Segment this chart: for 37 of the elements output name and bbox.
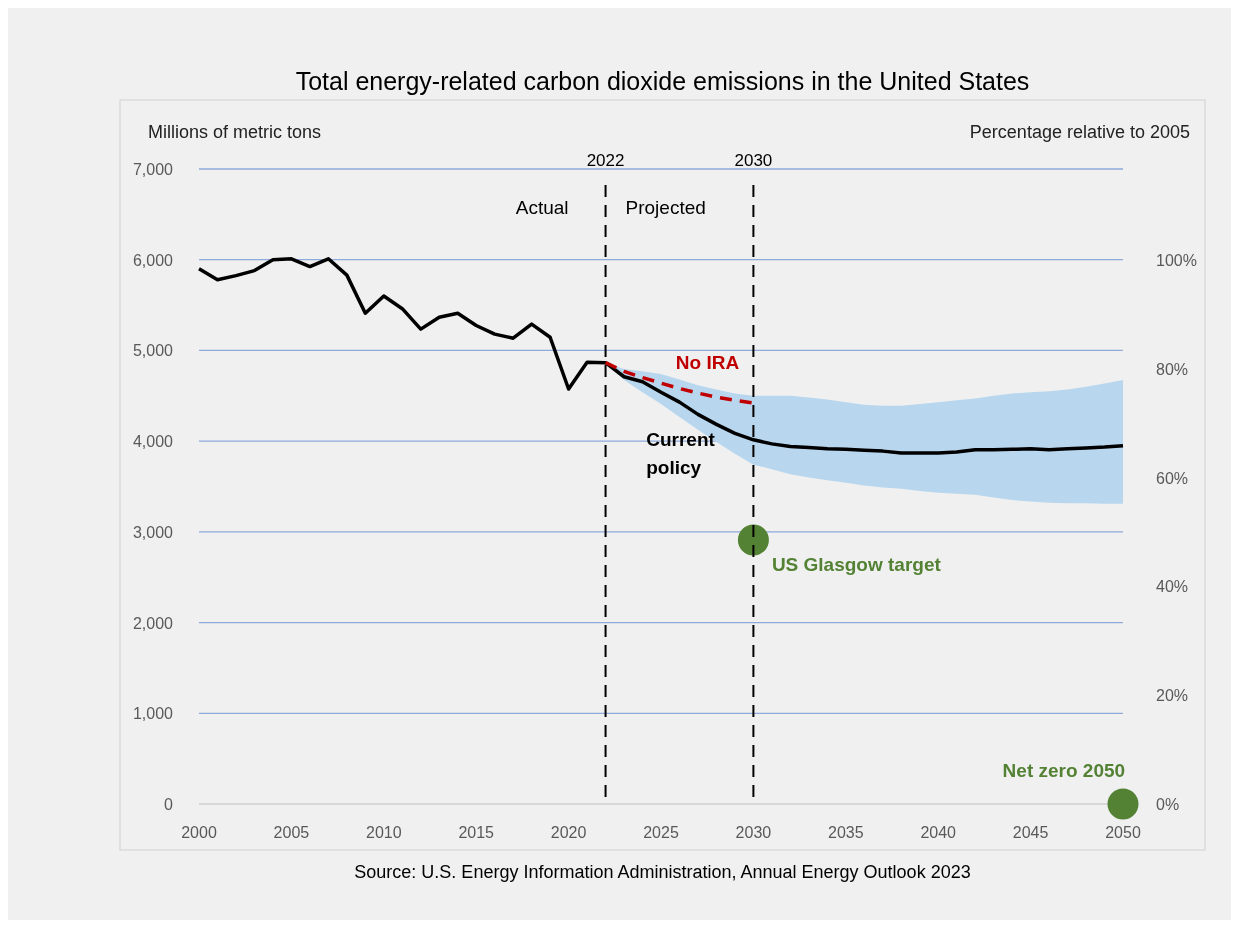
- series-label: No IRA: [675, 351, 740, 373]
- y-tick-label: 0: [164, 796, 174, 813]
- y2-tick-label: 60%: [1156, 469, 1189, 487]
- x-tick-label: 2020: [550, 824, 587, 841]
- annotation: Actual: [515, 197, 569, 219]
- y-tick-label: 7,000: [132, 161, 174, 178]
- y-axis-title: Millions of metric tons: [148, 122, 322, 142]
- y2-axis-title: Percentage relative to 2005: [969, 122, 1190, 142]
- x-tick-label: 2030: [735, 824, 772, 841]
- x-tick-label: 2045: [1012, 824, 1049, 841]
- y-tick-label: 6,000: [132, 251, 174, 269]
- x-tick-label: 2015: [458, 824, 495, 841]
- ref-line-label: 2022: [586, 151, 625, 170]
- source-note: Source: U.S. Energy Information Administration, Annual Energy Outlook 2023: [354, 862, 971, 882]
- x-tick-label: 2050: [1105, 824, 1141, 841]
- y-tick-label: 3,000: [132, 523, 174, 541]
- x-tick-label: 2010: [366, 824, 402, 841]
- chart-title: Total energy-related carbon dioxide emissions in the United States: [295, 67, 1030, 95]
- y2-tick-label: 100%: [1156, 251, 1197, 269]
- y2-tick-label: 80%: [1156, 360, 1189, 378]
- annotation: Projected: [625, 197, 706, 219]
- x-tick-label: 2025: [643, 824, 679, 841]
- y-tick-label: 4,000: [132, 433, 174, 451]
- x-tick-label: 2040: [920, 824, 957, 841]
- y2-tick-label: 0%: [1156, 796, 1180, 813]
- y-tick-label: 2,000: [132, 614, 174, 632]
- series-label: Current policy: [646, 428, 716, 478]
- x-tick-label: 2035: [828, 824, 864, 841]
- x-tick-label: 2005: [273, 824, 310, 841]
- x-tick-label: 2000: [181, 824, 217, 841]
- series-label: US Glasgow target: [771, 553, 942, 575]
- y-tick-label: 1,000: [132, 705, 174, 723]
- y2-tick-label: 20%: [1156, 687, 1189, 705]
- y2-tick-label: 40%: [1156, 578, 1189, 596]
- series-label: Net zero 2050: [1002, 759, 1126, 781]
- y-tick-label: 5,000: [132, 342, 174, 360]
- ref-line-label: 2030: [734, 151, 773, 170]
